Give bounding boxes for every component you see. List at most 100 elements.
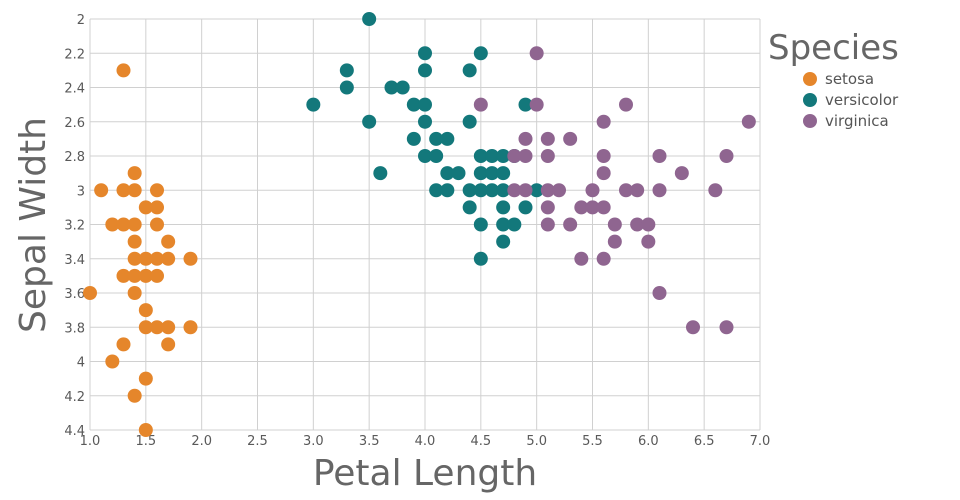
data-point-virginica [518,183,533,198]
y-tick-label: 4 [77,356,85,371]
data-point-setosa [183,251,198,266]
legend-items: setosa versicolor virginica [803,70,899,130]
data-point-versicolor [485,183,499,198]
data-point-virginica [674,166,689,181]
y-tick-label: 3.8 [64,321,85,336]
y-tick-label: 4.4 [64,424,85,439]
data-point-versicolor [496,217,511,232]
data-point-setosa [127,268,142,283]
y-tick-label: 2.4 [64,82,85,97]
data-point-virginica [596,166,611,181]
data-point-setosa [138,423,153,437]
series-setosa [83,63,198,437]
data-point-virginica [507,183,522,198]
y-axis-title: Sepal Width [13,117,54,333]
data-point-setosa [161,337,176,352]
data-point-versicolor [339,80,354,95]
data-point-virginica [641,217,656,232]
legend-marker-setosa [803,72,817,86]
y-tick-label: 3.2 [64,219,85,234]
data-point-versicolor [418,46,432,61]
x-tick-label: 5.5 [582,434,603,449]
x-tick-label: 1.0 [80,434,101,449]
data-point-virginica [507,149,522,163]
data-point-setosa [161,234,176,249]
x-tick-label: 3.0 [303,434,324,449]
data-point-virginica [540,131,555,146]
legend: Species setosa versicolor virginica [768,28,899,130]
data-point-versicolor [362,114,377,129]
data-point-versicolor [485,149,499,163]
data-point-setosa [138,251,153,266]
data-point-versicolor [362,12,377,26]
data-point-versicolor [418,114,432,129]
data-point-setosa [150,200,164,215]
x-tick-labels: 1.0 1.5 2.0 2.5 3.0 3.5 4.0 4.5 5.0 5.5 6.0 6.5 7.0 [80,434,771,449]
data-point-virginica [552,183,566,198]
y-tick-label: 2.6 [64,116,85,131]
data-point-virginica [585,183,600,198]
data-point-setosa [116,268,131,283]
x-tick-label: 4.0 [415,434,436,449]
data-point-virginica [596,114,611,129]
data-point-versicolor [306,97,321,112]
data-point-versicolor [440,131,455,146]
data-point-versicolor [496,234,511,249]
data-point-versicolor [496,200,511,215]
data-point-virginica [574,200,589,215]
data-point-virginica [596,200,611,215]
data-point-versicolor [496,149,511,163]
data-point-versicolor [440,166,455,181]
series-versicolor [306,12,544,266]
data-point-setosa [83,286,97,300]
data-point-versicolor [496,183,511,198]
data-point-versicolor [429,149,444,163]
data-point-versicolor [507,217,522,232]
data-point-virginica [708,183,723,198]
data-point-setosa [127,286,142,300]
data-point-virginica [563,131,578,146]
data-point-setosa [116,217,131,232]
y-tick-label: 2.2 [64,47,85,62]
data-point-virginica [518,131,533,146]
data-point-virginica [686,320,700,335]
data-point-setosa [127,183,142,198]
x-tick-label: 2.5 [247,434,268,449]
x-tick-label: 5.0 [526,434,547,449]
data-point-virginica [540,217,555,232]
data-point-virginica [540,149,555,163]
data-point-virginica [529,97,544,112]
data-point-versicolor [418,63,432,78]
x-tick-label: 6.0 [638,434,659,449]
data-point-setosa [127,217,142,232]
y-tick-label: 3.4 [64,253,85,268]
y-tick-label: 2.8 [64,150,85,165]
data-point-versicolor [473,251,488,266]
data-point-virginica [619,183,633,198]
data-point-versicolor [373,166,388,181]
data-point-setosa [138,303,153,318]
data-point-virginica [585,200,600,215]
data-point-virginica [607,217,622,232]
data-point-versicolor [473,183,488,198]
data-point-virginica [719,149,734,163]
data-point-setosa [161,320,176,335]
x-axis-title: Petal Length [313,453,537,494]
data-point-setosa [94,183,109,198]
data-point-versicolor [485,166,499,181]
y-tick-labels: 2 2.2 2.4 2.6 2.8 3 3.2 3.4 3.6 3.8 4 4.2 4.4 [64,13,85,439]
data-point-versicolor [440,183,455,198]
x-tick-label: 7.0 [750,434,771,449]
y-tick-label: 3 [77,184,85,199]
data-point-versicolor [473,46,488,61]
data-point-versicolor [462,63,477,78]
data-point-setosa [161,251,176,266]
data-point-versicolor [384,80,399,95]
data-points [83,12,756,437]
data-point-virginica [741,114,756,129]
data-point-setosa [105,354,120,369]
x-tick-label: 4.5 [470,434,491,449]
x-tick-label: 6.5 [694,434,715,449]
data-point-virginica [607,234,622,249]
data-point-virginica [652,183,667,198]
